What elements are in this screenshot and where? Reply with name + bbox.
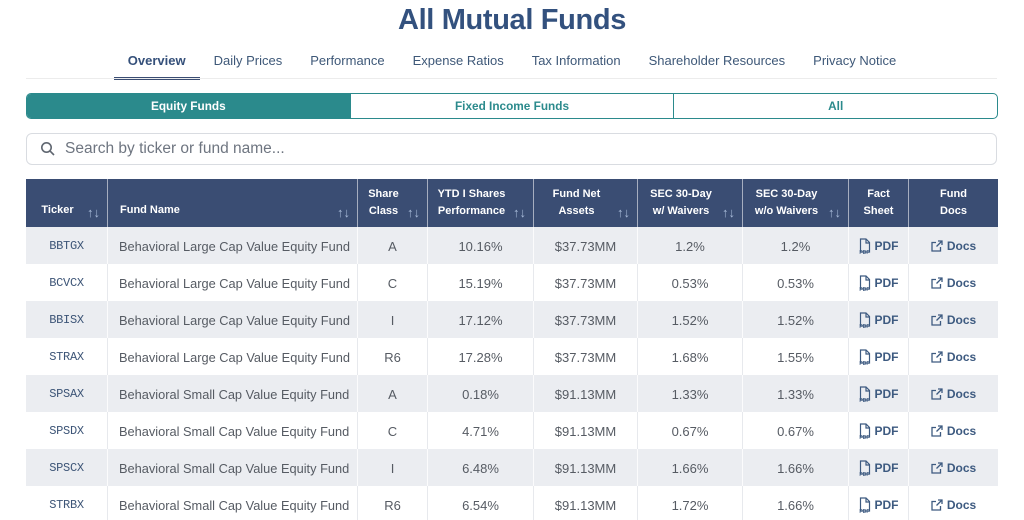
svg-text:PDF: PDF xyxy=(859,398,869,402)
svg-text:PDF: PDF xyxy=(859,250,869,254)
svg-text:PDF: PDF xyxy=(859,472,869,476)
svg-text:PDF: PDF xyxy=(859,509,869,513)
svg-text:PDF: PDF xyxy=(859,324,869,328)
svg-text:PDF: PDF xyxy=(859,361,869,365)
svg-text:PDF: PDF xyxy=(859,287,869,291)
svg-text:PDF: PDF xyxy=(859,435,869,439)
